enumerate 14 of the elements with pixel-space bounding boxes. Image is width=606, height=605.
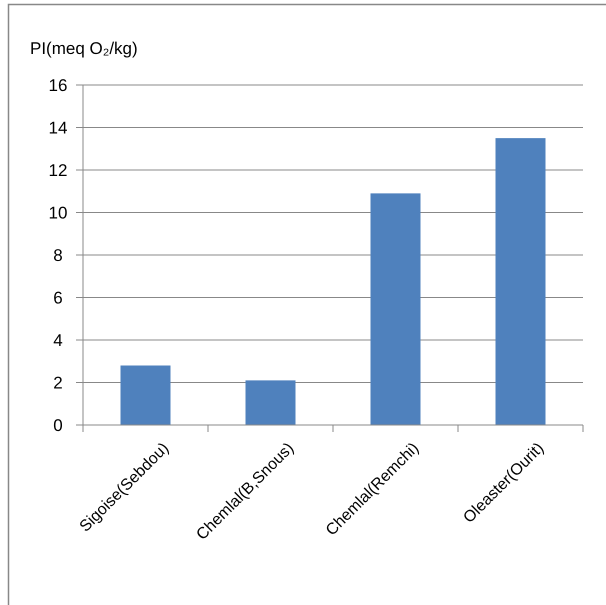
bar (370, 193, 420, 425)
y-tick-label: 12 (48, 160, 68, 180)
y-tick-label: 2 (53, 373, 63, 392)
bar (120, 366, 170, 425)
bar (246, 380, 296, 425)
y-tick-label: 8 (53, 246, 63, 265)
y-tick-label: 10 (48, 203, 68, 222)
y-tick-label: 6 (53, 288, 63, 308)
y-axis-title: PI(meq O₂/kg) (30, 39, 138, 58)
y-tick-label: 0 (53, 416, 63, 435)
y-tick-label: 14 (48, 118, 68, 138)
y-tick-label: 16 (48, 76, 68, 95)
bar (496, 138, 546, 425)
y-tick-label: 4 (53, 330, 63, 350)
